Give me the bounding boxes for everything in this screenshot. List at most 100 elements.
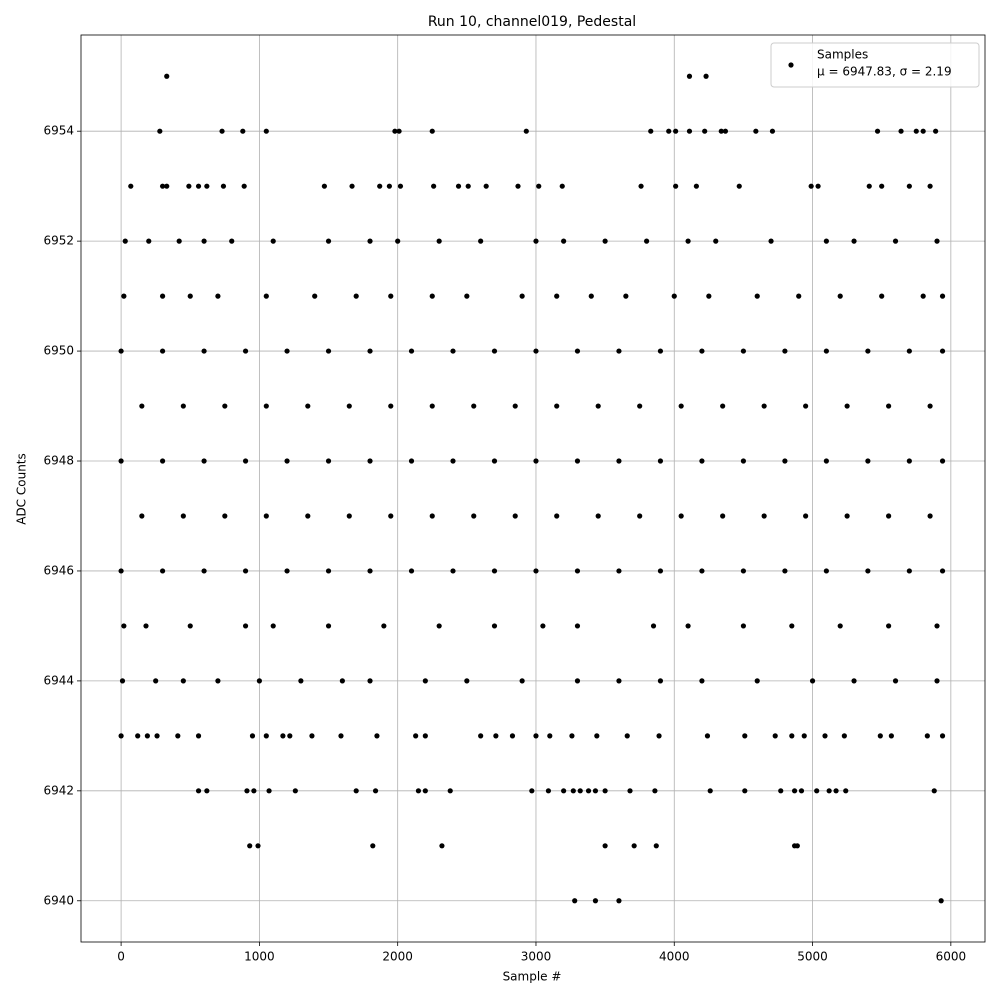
- data-point: [920, 128, 926, 134]
- data-point: [491, 623, 498, 629]
- data-point: [519, 678, 525, 684]
- data-point: [377, 183, 383, 189]
- data-point: [121, 623, 127, 629]
- data-point: [823, 458, 829, 464]
- data-point: [653, 843, 659, 849]
- data-point: [429, 128, 435, 134]
- data-point: [180, 513, 186, 519]
- data-point: [159, 458, 166, 464]
- data-point: [561, 788, 567, 794]
- x-tick-label: 1000: [244, 950, 275, 964]
- data-point: [509, 733, 516, 739]
- x-tick-label: 3000: [521, 950, 552, 964]
- data-point: [754, 678, 760, 684]
- data-point: [413, 733, 419, 739]
- data-point: [222, 513, 228, 519]
- data-point: [249, 733, 256, 739]
- data-point: [666, 128, 672, 134]
- data-point: [305, 403, 311, 409]
- data-point: [287, 733, 293, 739]
- legend-label: Samples: [817, 48, 868, 62]
- y-tick-label: 6954: [43, 124, 74, 138]
- data-point: [523, 128, 529, 134]
- data-point: [602, 843, 608, 849]
- data-point: [118, 458, 124, 464]
- data-point: [699, 458, 705, 464]
- data-point: [263, 733, 269, 739]
- data-point: [144, 733, 150, 739]
- data-point: [284, 348, 290, 354]
- data-point: [656, 733, 662, 739]
- data-point: [906, 183, 912, 189]
- data-point: [616, 898, 622, 904]
- data-point: [843, 788, 849, 794]
- data-point: [934, 238, 940, 244]
- data-point: [388, 293, 394, 299]
- data-point: [637, 513, 643, 519]
- data-point: [699, 348, 705, 354]
- data-point: [251, 788, 257, 794]
- data-point: [450, 568, 456, 574]
- data-point: [657, 348, 664, 354]
- data-point: [118, 568, 124, 574]
- data-point: [397, 183, 404, 189]
- data-point: [877, 733, 883, 739]
- y-axis-label: ADC Counts: [15, 453, 29, 525]
- data-point: [686, 73, 693, 79]
- data-point: [118, 733, 124, 739]
- data-point: [673, 183, 679, 189]
- data-point: [595, 403, 601, 409]
- data-point: [372, 788, 379, 794]
- data-point: [823, 348, 829, 354]
- data-point: [678, 513, 684, 519]
- data-point: [447, 788, 453, 794]
- data-point: [309, 733, 315, 739]
- data-point: [256, 678, 262, 684]
- data-point: [616, 348, 622, 354]
- data-point: [574, 623, 581, 629]
- legend-note: μ = 6947.83, σ = 2.19: [817, 65, 952, 79]
- legend-box: [770, 42, 980, 88]
- data-point: [826, 788, 832, 794]
- data-point: [367, 238, 373, 244]
- data-point: [844, 403, 850, 409]
- data-point: [720, 513, 726, 519]
- data-point: [284, 568, 290, 574]
- data-point: [627, 788, 633, 794]
- data-point: [280, 733, 286, 739]
- data-point: [493, 733, 499, 739]
- data-point: [736, 183, 742, 189]
- data-point: [346, 513, 352, 519]
- data-point: [803, 513, 809, 519]
- data-point: [186, 183, 192, 189]
- data-point: [143, 623, 149, 629]
- data-point: [187, 623, 193, 629]
- data-point: [938, 898, 944, 904]
- y-tick-label: 6942: [43, 783, 74, 797]
- data-point: [939, 458, 946, 464]
- data-point: [396, 128, 402, 134]
- data-point: [180, 403, 186, 409]
- data-point: [768, 238, 774, 244]
- data-point: [159, 183, 166, 189]
- data-point: [242, 623, 249, 629]
- data-point: [754, 293, 760, 299]
- data-point: [769, 128, 776, 134]
- data-point: [693, 183, 699, 189]
- data-point: [386, 183, 392, 189]
- data-point: [204, 788, 210, 794]
- data-point: [574, 678, 581, 684]
- data-point: [866, 183, 872, 189]
- data-point: [204, 183, 210, 189]
- data-point: [699, 568, 705, 574]
- data-point: [180, 678, 186, 684]
- data-point: [533, 458, 539, 464]
- data-point: [512, 513, 518, 519]
- data-point: [778, 788, 784, 794]
- legend-marker: [788, 62, 794, 68]
- data-point: [353, 293, 359, 299]
- data-point: [491, 348, 498, 354]
- y-tick-label: 6940: [43, 893, 74, 907]
- data-point: [215, 293, 221, 299]
